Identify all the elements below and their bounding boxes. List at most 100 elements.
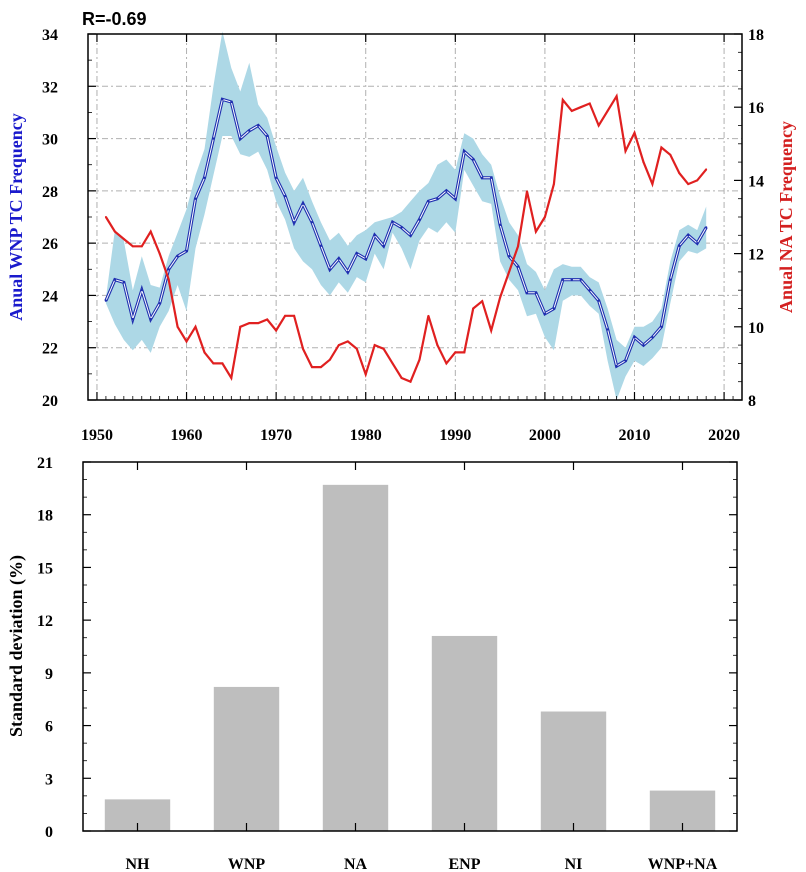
wnp-point <box>534 291 538 295</box>
wnp-point <box>597 299 600 302</box>
na-point <box>337 344 340 347</box>
timeseries-left-y-axis: 20 22 24 26 28 30 32 34 <box>42 27 96 410</box>
y-left-tick-label: 20 <box>42 393 58 410</box>
na-point <box>472 307 475 310</box>
wnp-point <box>678 244 681 247</box>
bar-category-label: NI <box>565 856 583 872</box>
na-point <box>185 340 188 343</box>
na-point <box>257 322 260 325</box>
na-series-line <box>104 93 708 384</box>
wnp-point <box>615 364 618 368</box>
na-point <box>194 325 197 328</box>
na-point <box>561 98 564 101</box>
na-point <box>445 362 448 365</box>
wnp-point <box>337 257 341 261</box>
timeseries-right-y-axis: 8 10 12 14 16 18 <box>734 27 764 410</box>
wnp-point <box>624 359 627 362</box>
wnp-point <box>409 234 412 237</box>
bar-category-label: WNP <box>228 856 266 872</box>
na-point <box>418 358 421 361</box>
na-point <box>508 270 511 273</box>
na-point <box>355 347 358 350</box>
na-point <box>436 344 439 347</box>
wnp-spread-band <box>105 31 707 401</box>
wnp-point <box>436 197 439 200</box>
wnp-point <box>633 336 636 339</box>
na-point <box>552 183 555 186</box>
wnp-point <box>319 244 323 247</box>
bar-category-label: NH <box>126 856 151 872</box>
timeseries-points <box>104 95 708 383</box>
na-point <box>669 153 672 156</box>
x-tick-label: 1990 <box>439 427 471 444</box>
bar-y-tick-label: 12 <box>37 613 53 630</box>
correlation-annotation: R=-0.69 <box>82 9 147 29</box>
wnp-point <box>579 278 582 281</box>
wnp-point <box>176 255 179 258</box>
timeseries-panel: 1950 1960 1970 1980 1990 2000 2010 2020 2022242… <box>6 9 796 444</box>
na-point <box>624 150 627 153</box>
na-point <box>409 380 412 383</box>
bar-y-tick-label: 6 <box>45 719 53 736</box>
na-point <box>212 362 215 365</box>
na-point <box>481 300 484 303</box>
bar-wnp <box>213 686 280 831</box>
std-deviation-bars <box>104 484 716 831</box>
wnp-point <box>248 129 251 132</box>
wnp-point <box>507 255 511 258</box>
wnp-point <box>239 137 242 140</box>
wnp-point <box>373 234 376 237</box>
wnp-point <box>274 176 278 179</box>
wnp-point <box>498 223 502 227</box>
wnp-point <box>660 325 663 328</box>
wnp-point <box>463 150 466 153</box>
na-point <box>525 190 528 193</box>
wnp-point <box>301 202 305 206</box>
y-right-tick-label: 10 <box>748 320 764 337</box>
wnp-point <box>391 221 394 224</box>
wnp-point <box>669 278 672 281</box>
bar-y-tick-label: 9 <box>45 666 53 683</box>
wnp-point <box>131 317 134 321</box>
na-point <box>131 245 134 248</box>
wnp-point <box>140 289 143 292</box>
na-point <box>454 351 457 354</box>
wnp-point <box>642 343 645 347</box>
wnp-point <box>516 265 520 268</box>
wnp-point <box>696 241 699 245</box>
na-point <box>606 109 609 112</box>
na-point <box>149 230 152 233</box>
na-point <box>203 351 206 354</box>
y-left-tick-label: 30 <box>42 132 58 149</box>
na-point <box>687 183 690 186</box>
na-point <box>660 146 663 149</box>
na-point <box>221 362 224 365</box>
wnp-point <box>552 307 556 310</box>
na-point <box>597 124 600 127</box>
wnp-point <box>400 226 403 229</box>
x-tick-label: 2000 <box>529 427 561 444</box>
wnp-point <box>149 317 152 321</box>
na-point <box>104 216 107 218</box>
wnp-point <box>257 124 260 127</box>
y-right-tick-label: 18 <box>748 27 764 44</box>
na-point <box>705 168 708 171</box>
na-point <box>319 366 322 369</box>
wnp-point <box>454 197 457 200</box>
na-point <box>266 318 269 321</box>
y-left-tick-label: 26 <box>42 236 58 253</box>
wnp-point <box>203 176 206 179</box>
na-point <box>678 172 681 175</box>
na-point <box>400 377 403 380</box>
wnp-point <box>570 278 573 281</box>
bar-na <box>322 484 389 831</box>
na-point <box>176 325 179 328</box>
na-point <box>588 102 591 105</box>
wnp-point <box>167 268 170 271</box>
y-left-tick-label: 24 <box>42 288 58 305</box>
bar-x-axis: NH WNP NA ENP NI WNP+NA <box>126 462 718 872</box>
y-right-tick-label: 16 <box>748 100 764 117</box>
bar-y-tick-label: 18 <box>37 508 53 525</box>
bar-y-tick-label: 15 <box>37 560 53 577</box>
